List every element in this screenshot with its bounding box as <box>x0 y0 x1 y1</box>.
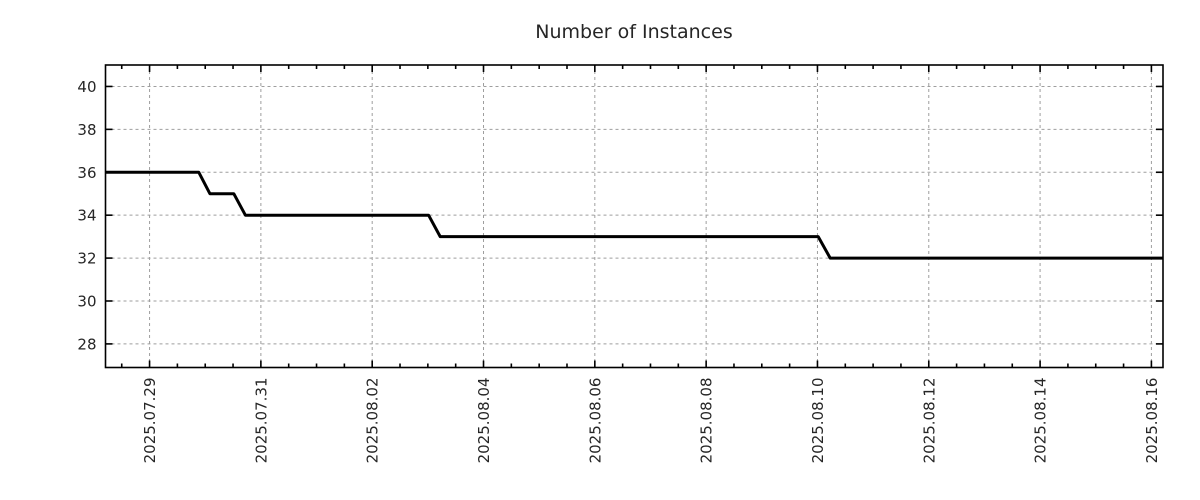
x-tick-label: 2025.08.06 <box>586 378 604 464</box>
chart-title: Number of Instances <box>535 21 732 43</box>
y-tick-label: 32 <box>77 250 96 268</box>
x-tick-label: 2025.08.04 <box>475 378 493 464</box>
series-line-instances <box>105 170 1163 260</box>
x-tick-label: 2025.07.29 <box>141 378 159 464</box>
x-tick-label: 2025.08.16 <box>1143 378 1161 464</box>
x-tick-label: 2025.08.14 <box>1032 378 1050 464</box>
plot-area: 28 30 32 34 36 38 40 2025.07.29 2025.07.31 2025.0… <box>77 64 1164 464</box>
y-tick-label: 30 <box>77 292 96 310</box>
y-tick-label: 38 <box>77 121 96 139</box>
x-tick-label: 2025.08.10 <box>809 378 827 464</box>
y-tick-label: 36 <box>77 164 96 182</box>
x-tick-label: 2025.08.12 <box>920 378 938 464</box>
y-tick-label: 28 <box>77 335 96 353</box>
y-tick-label: 40 <box>77 78 96 96</box>
plot-frame <box>104 64 1164 369</box>
y-tick-label: 34 <box>77 207 96 225</box>
x-tick-label: 2025.07.31 <box>252 378 270 464</box>
x-tick-label: 2025.08.02 <box>364 378 382 464</box>
x-tick-label: 2025.08.08 <box>698 378 716 464</box>
